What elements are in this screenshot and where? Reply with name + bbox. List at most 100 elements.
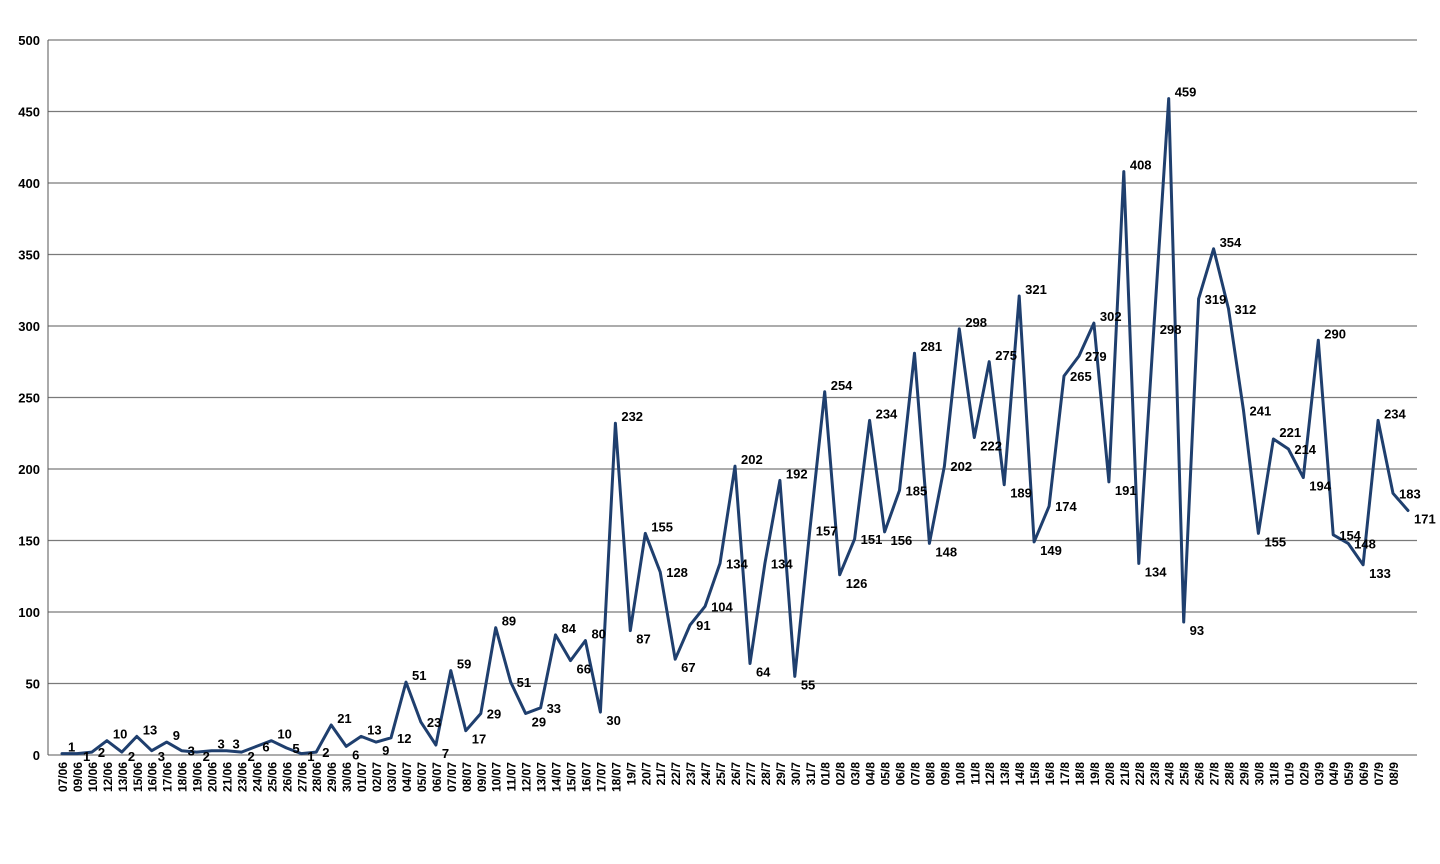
x-tick-label: 23/8 [1148,762,1162,786]
data-label: 214 [1294,442,1316,457]
x-tick-label: 24/8 [1163,762,1177,786]
x-tick-label: 19/8 [1088,762,1102,786]
x-tick-label: 08/07 [460,762,474,792]
data-label: 2 [203,749,210,764]
y-axis-ticks: 0 50 100 150 200 250 300 350 400 450 500 [18,33,40,763]
x-tick-label: 05/07 [415,762,429,792]
data-point [718,562,722,565]
x-tick-label: 24/06 [250,762,264,792]
data-point [614,422,617,425]
x-tick-label: 12/06 [101,762,115,792]
x-tick-label: 01/8 [819,762,833,786]
data-label: 222 [980,439,1002,454]
data-label: 89 [502,614,516,629]
data-label: 319 [1205,292,1227,307]
x-tick-label: 11/8 [968,762,982,785]
x-tick-label: 21/8 [1118,762,1132,786]
data-point [554,633,557,637]
data-point [374,740,378,744]
data-label: 104 [711,599,733,614]
x-tick-label: 31/7 [804,762,818,786]
data-label: 9 [382,743,389,758]
data-label: 5 [292,741,299,756]
y-tick-label: 300 [18,319,40,334]
x-tick-label: 10/07 [490,762,504,792]
data-label: 354 [1220,235,1242,250]
x-tick-label: 25/8 [1178,762,1192,786]
data-point [180,749,183,752]
x-tick-label: 16/8 [1043,762,1057,786]
data-point [898,489,901,492]
data-label: 10 [277,727,291,742]
data-label: 67 [681,660,695,675]
x-tick-label: 09/06 [71,762,85,792]
data-point [1017,294,1021,298]
y-tick-label: 400 [18,176,40,191]
data-point [1107,480,1111,484]
data-point [838,573,841,577]
data-point [270,739,273,742]
data-point [195,750,198,754]
data-label: 7 [442,746,449,761]
x-tick-label: 18/8 [1073,762,1087,786]
data-label: 281 [920,339,942,354]
data-label: 298 [1160,322,1182,337]
x-tick-label: 04/07 [400,762,414,792]
data-point [285,746,288,750]
x-tick-label: 28/06 [310,762,324,792]
data-point [599,710,602,714]
data-point [494,626,497,629]
data-label: 241 [1249,403,1271,418]
data-label: 202 [950,459,972,474]
x-tick-label: 10/06 [86,762,100,792]
data-label: 13 [143,722,157,737]
data-point [330,723,333,727]
x-tick-label: 07/07 [445,762,459,792]
x-tick-label: 02/07 [370,762,384,792]
x-tick-label: 26/8 [1193,762,1207,786]
x-tick-label: 05/9 [1342,762,1356,786]
data-label: 194 [1309,479,1331,494]
x-tick-label: 30/7 [789,762,803,786]
x-tick-label: 25/7 [714,762,728,786]
y-tick-label: 500 [18,33,40,48]
x-tick-label: 09/8 [938,762,952,786]
x-tick-label: 29/7 [774,762,788,786]
data-label: 30 [606,713,620,728]
data-label: 189 [1010,486,1032,501]
x-tick-label: 28/8 [1223,762,1237,786]
data-point [793,675,797,678]
data-label: 2 [247,749,254,764]
data-label: 202 [741,452,763,467]
data-point [75,752,79,755]
data-point [1242,409,1245,412]
y-tick-label: 0 [33,748,40,763]
data-label: 232 [621,409,643,424]
x-tick-label: 13/07 [535,762,549,792]
data-point [524,712,527,715]
x-tick-label: 17/8 [1058,762,1072,786]
data-label: 1 [83,749,90,764]
data-point [1167,97,1170,100]
data-point [1032,540,1036,544]
data-point [1137,562,1141,565]
data-point [135,735,138,738]
data-label: 9 [173,728,180,743]
data-point [210,749,213,752]
data-point [90,750,94,754]
data-point [733,464,737,468]
data-label: 64 [756,664,771,679]
data-label: 221 [1279,425,1301,440]
data-label: 156 [891,533,913,548]
x-tick-label: 30/06 [340,762,354,792]
x-tick-label: 03/07 [385,762,399,792]
data-point [673,657,677,661]
data-label: 91 [696,618,710,633]
x-tick-label: 29/06 [325,762,339,792]
data-point [958,327,961,331]
data-point [988,360,991,363]
data-label: 2 [128,749,135,764]
data-label: 279 [1085,349,1107,364]
